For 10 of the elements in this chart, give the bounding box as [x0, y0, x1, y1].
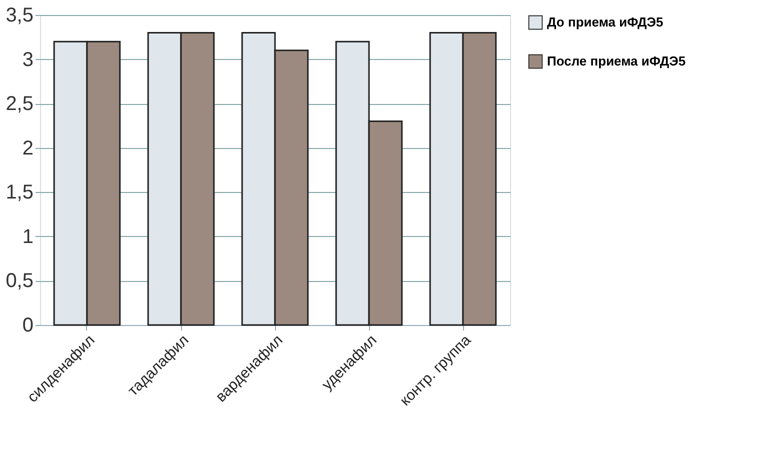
y-tick-label: 3,5: [6, 4, 34, 26]
legend-label: После приема иФДЭ5: [547, 54, 686, 68]
y-tick-label: 2: [22, 137, 34, 160]
legend-label: До приема иФДЭ5: [547, 14, 664, 30]
y-tick-label: 0: [22, 314, 34, 336]
y-tick-label: 1,5: [6, 182, 34, 204]
y-tick-label: 0,5: [6, 270, 34, 292]
y-tick-label: 3: [22, 48, 34, 71]
y-tick-label: 1: [22, 226, 34, 248]
y-tick-label: 2,5: [6, 93, 34, 116]
